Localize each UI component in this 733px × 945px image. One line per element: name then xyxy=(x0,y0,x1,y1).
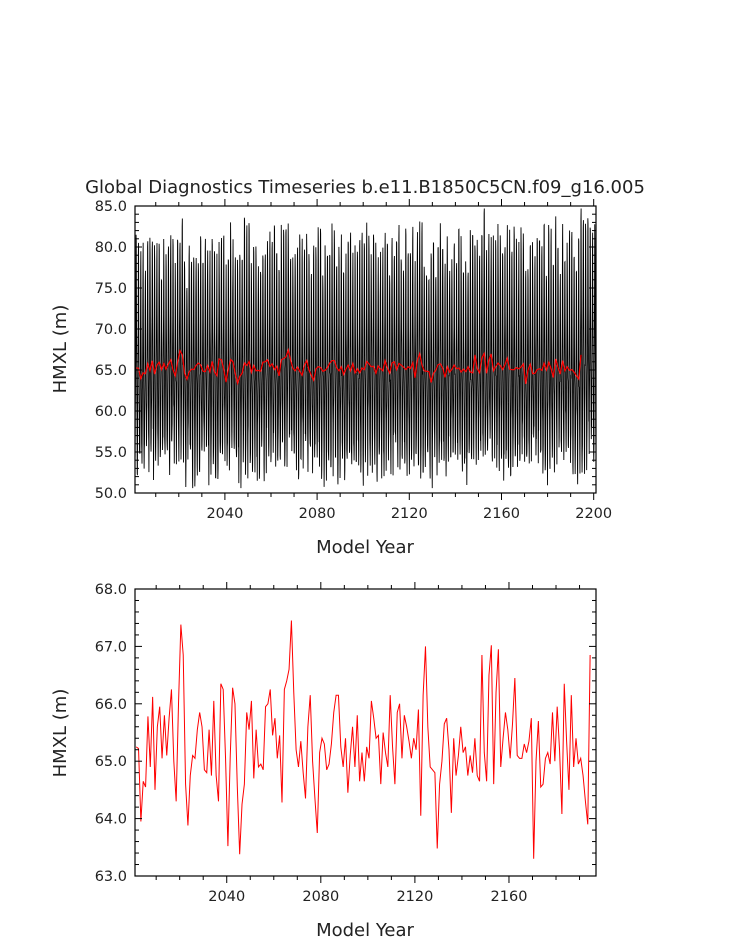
x-tick-label: 2120 xyxy=(391,506,428,522)
top-y-axis-label: HMXL (m) xyxy=(50,305,71,394)
y-tick-label: 66.0 xyxy=(95,697,127,713)
x-tick-label: 2120 xyxy=(396,889,433,905)
monthly-series-line xyxy=(134,208,597,489)
y-tick-label: 65.0 xyxy=(95,363,127,379)
y-tick-label: 63.0 xyxy=(95,869,127,885)
y-tick-label: 50.0 xyxy=(95,486,127,502)
y-tick-label: 60.0 xyxy=(95,404,127,420)
bottom-x-axis-label: Model Year xyxy=(316,920,414,941)
top-plot-frame xyxy=(134,205,597,494)
chart-title: Global Diagnostics Timeseries b.e11.B185… xyxy=(85,177,645,198)
top-x-axis-label: Model Year xyxy=(316,537,414,558)
top-axes: 50.0 55.0 60.0 65.0 70.0 75.0 80.0 85.0 2040 2080… xyxy=(95,199,612,522)
y-tick-label: 75.0 xyxy=(95,281,127,297)
top-plot-area xyxy=(134,208,597,489)
annual-mean-line xyxy=(135,620,591,859)
top-chart: Global Diagnostics Timeseries b.e11.B185… xyxy=(50,177,645,558)
y-tick-label: 68.0 xyxy=(95,582,127,598)
y-tick-label: 67.0 xyxy=(95,639,127,655)
bottom-plot-frame xyxy=(134,588,597,877)
bottom-y-axis-label: HMXL (m) xyxy=(50,689,71,778)
bottom-plot-area xyxy=(135,620,591,859)
x-tick-label: 2160 xyxy=(483,506,520,522)
bottom-chart: HMXL (m) Model Year 63.0 64.0 65.0 66.0 67.0… xyxy=(50,582,597,941)
x-tick-label: 2200 xyxy=(575,506,612,522)
x-tick-label: 2160 xyxy=(491,889,528,905)
x-tick-label: 2080 xyxy=(299,506,336,522)
annual-mean-line xyxy=(136,347,582,386)
x-tick-label: 2080 xyxy=(302,889,339,905)
y-tick-label: 85.0 xyxy=(95,199,127,215)
y-tick-label: 55.0 xyxy=(95,445,127,461)
y-tick-label: 65.0 xyxy=(95,754,127,770)
x-tick-label: 2040 xyxy=(208,889,245,905)
y-tick-label: 80.0 xyxy=(95,240,127,256)
x-tick-label: 2040 xyxy=(206,506,243,522)
y-tick-label: 70.0 xyxy=(95,322,127,338)
y-tick-label: 64.0 xyxy=(95,812,127,828)
